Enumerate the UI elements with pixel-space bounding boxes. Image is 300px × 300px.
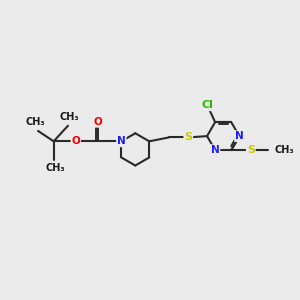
- Text: S: S: [184, 132, 192, 142]
- Text: CH₃: CH₃: [45, 163, 65, 173]
- Text: N: N: [235, 131, 244, 141]
- Text: O: O: [71, 136, 80, 146]
- Text: O: O: [94, 117, 102, 127]
- Text: CH₃: CH₃: [26, 117, 45, 128]
- Text: Cl: Cl: [201, 100, 213, 110]
- Text: CH₃: CH₃: [60, 112, 79, 122]
- Text: N: N: [117, 136, 126, 146]
- Text: CH₃: CH₃: [275, 145, 295, 155]
- Text: S: S: [247, 145, 255, 155]
- Text: N: N: [211, 145, 220, 155]
